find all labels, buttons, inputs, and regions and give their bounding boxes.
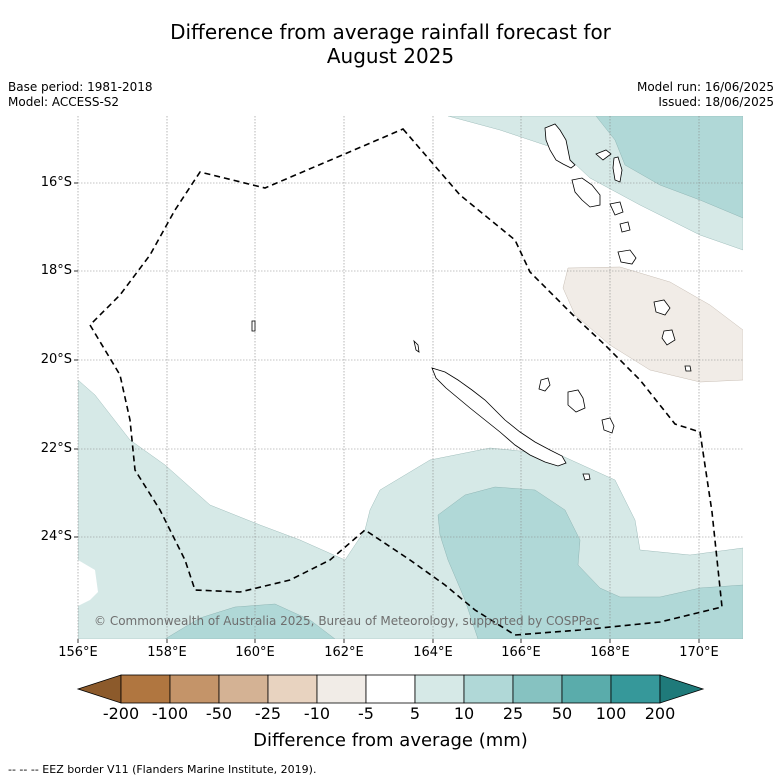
colorbar-tick-label: -25 (254, 704, 282, 723)
colorbar-bin-7 (414, 674, 465, 704)
lon-label: 170°E (679, 645, 719, 660)
colorbar-tick-label: -5 (358, 704, 374, 723)
lon-label: 168°E (590, 645, 630, 660)
copyright-notice: © Commonwealth of Australia 2025, Bureau… (94, 614, 600, 628)
lon-label: 166°E (501, 645, 541, 660)
small-isle-east (684, 365, 692, 372)
colorbar-extend-low (76, 674, 122, 704)
eez-border (88, 128, 723, 636)
map-title-line2: August 2025 (326, 44, 455, 68)
lat-label: 20°S (40, 352, 72, 367)
lat-label: 18°S (40, 263, 72, 278)
new-caledonia-mainland (431, 367, 567, 467)
colorbar-tick-label: 10 (453, 704, 475, 723)
contour-10-25-southwest (164, 603, 336, 639)
model-label: Model: ACCESS-S2 (8, 95, 120, 109)
ouvea (538, 377, 551, 392)
lon-label: 160°E (235, 645, 275, 660)
colorbar-tick-label: 25 (502, 704, 524, 723)
matthew-island (661, 329, 676, 346)
colorbar-bin-2 (169, 674, 220, 704)
lat-label: 22°S (40, 441, 72, 456)
colorbar-bin-10 (561, 674, 612, 704)
metadata-right: Model run: 16/06/2025 Issued: 18/06/2025 (637, 80, 774, 110)
lon-label: 156°E (58, 645, 98, 660)
graticule (77, 116, 743, 639)
metadata-left: Base period: 1981-2018 Model: ACCESS-S2 (8, 80, 153, 110)
anomaly-contours (78, 116, 743, 639)
colorbar (76, 674, 705, 704)
tanna (617, 249, 637, 265)
lon-label: 162°E (324, 645, 364, 660)
colorbar-bin-11 (610, 674, 661, 704)
hunter-island (653, 299, 671, 316)
colorbar-bin-3 (218, 674, 269, 704)
colorbar-bin-5 (316, 674, 367, 704)
isle-of-pines (582, 473, 591, 481)
pentecost (612, 156, 623, 183)
lifou (567, 389, 586, 413)
colorbar-tick-label: 50 (551, 704, 573, 723)
lat-label: 24°S (40, 529, 72, 544)
colorbar-tick-label: 200 (644, 704, 676, 723)
colorbar-bin-8 (463, 674, 514, 704)
colorbar-tick-label: -100 (151, 704, 189, 723)
issued-label: Issued: 18/06/2025 (658, 95, 774, 109)
espiritu-santo (544, 123, 576, 169)
colorbar-tick-label: 5 (409, 704, 421, 723)
colorbar-tick-label: -10 (303, 704, 331, 723)
colorbar-bin-9 (512, 674, 563, 704)
ambae (595, 149, 612, 161)
colorbar-extend-high (659, 674, 705, 704)
axis-ticks (74, 182, 700, 643)
colorbar-bin-4 (267, 674, 318, 704)
colorbar-title: Difference from average (mm) (253, 730, 528, 751)
colorbar-tick-label: -50 (205, 704, 233, 723)
map-title-line1: Difference from average rainfall forecas… (170, 20, 611, 44)
colorbar-bin-6 (365, 674, 416, 704)
erromango (619, 221, 631, 233)
base-period-label: Base period: 1981-2018 (8, 80, 153, 94)
malekula (571, 177, 601, 208)
lon-label: 164°E (413, 645, 453, 660)
colorbar-tick-label: 100 (595, 704, 627, 723)
contour-neg5-neg10-east (562, 266, 743, 383)
lon-label: 158°E (147, 645, 187, 660)
contour-10-25-northeast (595, 116, 743, 219)
model-run-label: Model run: 16/06/2025 (636, 80, 774, 94)
colorbar-bin-1 (120, 674, 171, 704)
belep-islands (413, 339, 420, 353)
contour-10-25-south (437, 486, 743, 639)
chesterfield-islet (251, 320, 256, 332)
efate (609, 201, 624, 216)
eez-legend-note: -- -- -- EEZ border V11 (Flanders Marine… (8, 763, 317, 776)
white-notch-west (78, 560, 98, 606)
mare (601, 417, 615, 434)
colorbar-tick-label: -200 (102, 704, 140, 723)
land-outlines (251, 123, 692, 481)
lat-label: 16°S (40, 175, 72, 190)
